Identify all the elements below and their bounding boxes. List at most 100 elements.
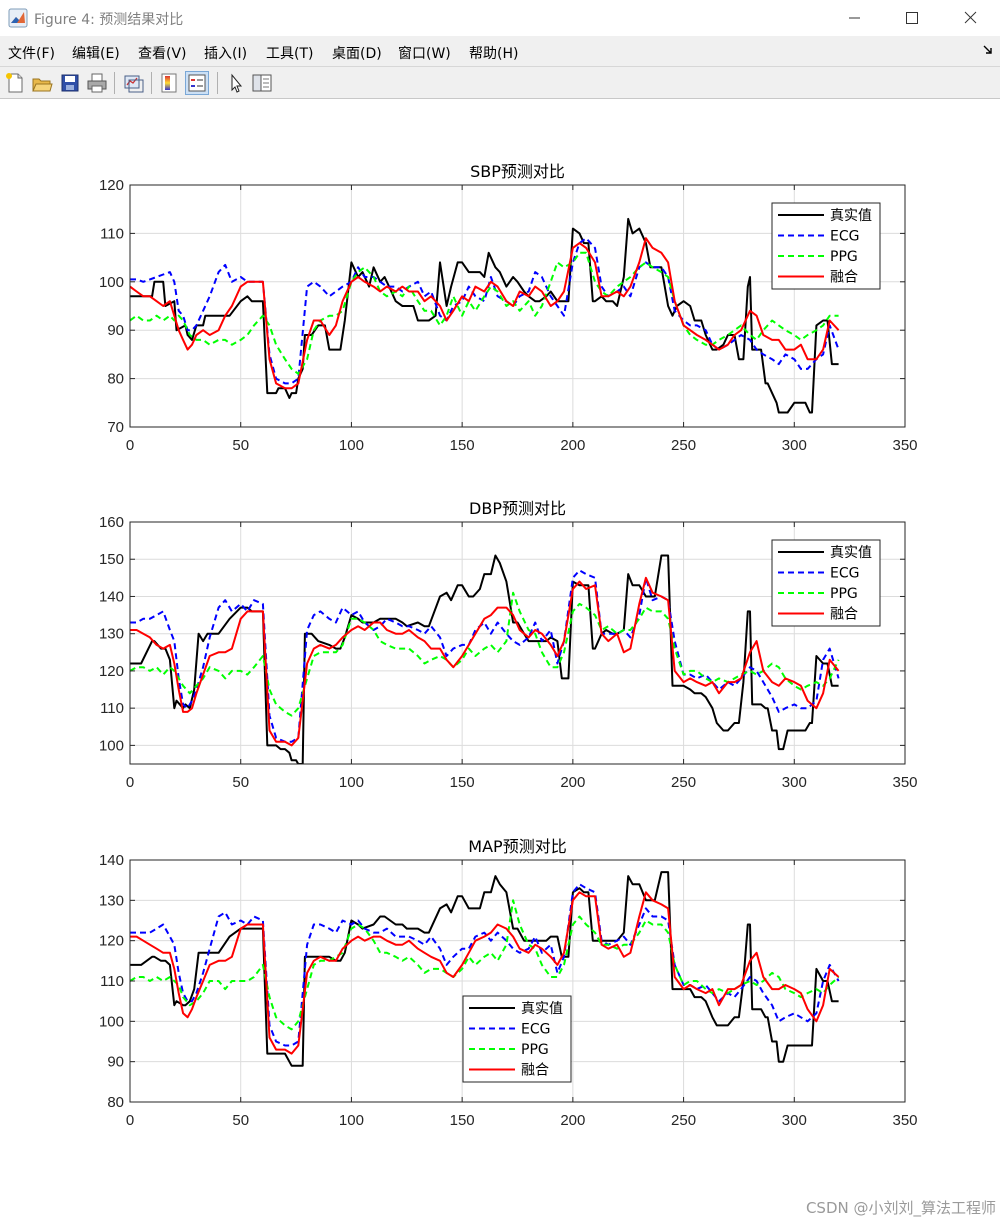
pointer-button[interactable]: [224, 71, 248, 95]
series-group: [130, 217, 840, 414]
axes-box: [129, 521, 906, 765]
legend-label-true: 真实值: [521, 1001, 563, 1017]
y-tick-label: 120: [99, 663, 124, 680]
legend[interactable]: 真实值 ECG PPG 融合: [771, 202, 881, 290]
toolbar-separator: [217, 72, 218, 94]
minimize-button[interactable]: [826, 0, 884, 36]
legend-icon: [188, 74, 206, 92]
series-line-true: [130, 217, 839, 414]
save-button[interactable]: [58, 71, 82, 95]
watermark: CSDN @小刘刘_算法工程师: [805, 1199, 996, 1217]
subplot-map: 0 50 100 150 200 250 300 350 80 90 100 110 120 130 140…: [99, 837, 918, 1129]
menu-help[interactable]: 帮助(H): [469, 46, 519, 62]
legend-box: [771, 202, 881, 290]
y-tick-label: 70: [107, 419, 124, 436]
y-tick-label: 100: [99, 737, 124, 754]
x-tick-label: 150: [450, 437, 475, 454]
y-tick-label: 90: [107, 1054, 124, 1071]
menu-view[interactable]: 查看(V): [138, 46, 187, 62]
open-file-button[interactable]: [30, 71, 54, 95]
x-tick-label: 250: [671, 437, 696, 454]
y-tick-label: 80: [107, 371, 124, 388]
legend-label-ecg: ECG: [830, 229, 859, 245]
toolbar-separator: [114, 72, 115, 94]
legend-label-fusion: 融合: [830, 607, 858, 623]
legend-label-ecg: ECG: [830, 566, 859, 582]
chart-title: MAP预测对比: [468, 837, 566, 856]
y-tick-label: 110: [100, 973, 124, 990]
save-icon: [61, 74, 79, 92]
series-line-ppg: [130, 591, 840, 717]
menu-desktop[interactable]: 桌面(D): [332, 46, 382, 62]
dock-arrow-icon[interactable]: [982, 44, 994, 56]
colorbar-button[interactable]: [157, 71, 181, 95]
x-tick-label: 300: [782, 437, 807, 454]
x-tick-label: 100: [339, 1112, 364, 1129]
new-figure-icon: [6, 73, 23, 93]
menu-edit[interactable]: 编辑(E): [72, 46, 120, 62]
y-tick-label: 130: [99, 626, 124, 643]
legend[interactable]: 真实值 ECG PPG 融合: [462, 995, 572, 1083]
legend-label-true: 真实值: [830, 208, 872, 224]
menu-window[interactable]: 窗口(W): [398, 46, 451, 62]
plots-svg: 0 50 100 150 200 250 300 350 70 80 90 100 110 120 SBP预…: [99, 162, 918, 1129]
legend[interactable]: 真实值 ECG PPG 融合: [771, 539, 881, 627]
x-tick-label: 300: [782, 1112, 807, 1129]
subplot-sbp: 0 50 100 150 200 250 300 350 70 80 90 100 110 120 SBP预…: [99, 162, 918, 454]
y-tick-label: 90: [107, 322, 124, 339]
x-tick-label: 350: [892, 774, 917, 791]
legend-box: [462, 995, 572, 1083]
chart-title: DBP预测对比: [469, 499, 566, 518]
series-line-fusion: [130, 237, 840, 390]
x-tick-label: 150: [450, 1112, 475, 1129]
close-button[interactable]: [942, 0, 1000, 36]
title-bar: Figure 4: 预测结果对比: [0, 0, 1000, 36]
toolbar-separator: [151, 72, 152, 94]
legend-button[interactable]: [185, 71, 209, 95]
new-figure-button[interactable]: [3, 71, 27, 95]
menu-tools[interactable]: 工具(T): [266, 46, 314, 62]
link-plot-button[interactable]: [121, 71, 145, 95]
y-tick-label: 150: [99, 551, 124, 568]
subplot-dbp: 0 50 100 150 200 250 300 350 100 110 120 130 140 150 1…: [99, 499, 918, 791]
chart-title: SBP预测对比: [470, 162, 565, 181]
x-tick-label: 350: [892, 437, 917, 454]
maximize-button[interactable]: [884, 0, 942, 36]
y-tick-label: 100: [99, 274, 124, 291]
legend-label-fusion: 融合: [830, 270, 858, 286]
legend-label-true: 真实值: [830, 545, 872, 561]
x-tick-label: 100: [339, 437, 364, 454]
open-file-icon: [32, 78, 53, 92]
y-tick-label: 130: [99, 892, 124, 909]
legend-label-ecg: ECG: [521, 1022, 550, 1038]
y-tick-label: 110: [100, 700, 124, 717]
series-line-true: [130, 871, 839, 1067]
x-tick-label: 0: [126, 774, 134, 791]
x-tick-label: 200: [560, 774, 585, 791]
legend-box: [771, 539, 881, 627]
property-editor-button[interactable]: [250, 71, 274, 95]
colorbar-icon: [161, 73, 177, 93]
menu-insert[interactable]: 插入(I): [204, 46, 248, 62]
x-tick-label: 50: [232, 437, 249, 454]
print-icon: [87, 73, 107, 93]
x-tick-label: 150: [450, 774, 475, 791]
y-tick-label: 110: [100, 225, 124, 242]
y-tick-label: 140: [99, 852, 124, 869]
x-tick-label: 350: [892, 1112, 917, 1129]
toolbar: [0, 66, 1000, 99]
link-plot-icon: [124, 75, 144, 93]
y-tick-label: 120: [99, 933, 124, 950]
legend-label-ppg: PPG: [830, 249, 858, 265]
menu-file[interactable]: 文件(F): [8, 46, 55, 62]
series-group: [130, 554, 840, 764]
print-button[interactable]: [85, 71, 109, 95]
y-tick-label: 80: [107, 1094, 124, 1111]
legend-label-ppg: PPG: [830, 586, 858, 602]
matlab-logo-icon: [8, 8, 28, 28]
x-tick-label: 100: [339, 774, 364, 791]
series-group: [130, 871, 840, 1067]
series-line-ppg: [130, 251, 839, 375]
minimize-icon: [849, 17, 860, 19]
x-tick-label: 50: [232, 774, 249, 791]
